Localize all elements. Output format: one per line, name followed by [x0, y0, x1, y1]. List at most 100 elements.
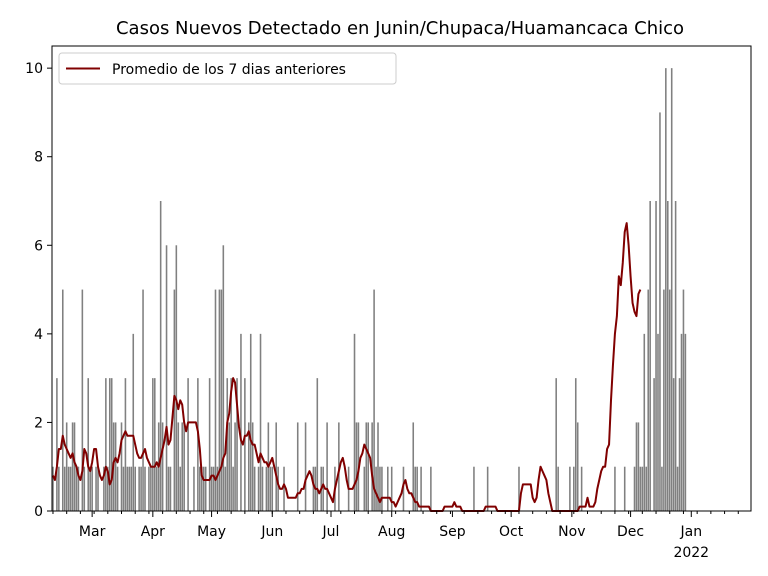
bar: [218, 289, 221, 511]
bar: [557, 466, 559, 511]
bar: [128, 466, 131, 511]
bar: [58, 466, 60, 511]
bar: [81, 289, 84, 511]
bar: [169, 466, 172, 511]
y-tick-label: 6: [34, 238, 43, 254]
bar: [91, 466, 93, 511]
bar: [201, 466, 203, 511]
bar: [643, 333, 646, 511]
y-tick-label: 2: [34, 415, 43, 431]
bar: [142, 289, 144, 511]
x-tick-label: Nov: [558, 524, 585, 540]
bar: [63, 466, 66, 511]
bar: [167, 466, 170, 511]
bar: [269, 466, 272, 511]
bar: [555, 378, 557, 511]
bar: [275, 422, 277, 511]
bar: [114, 422, 117, 511]
bar: [277, 466, 279, 511]
bar: [197, 378, 199, 511]
bar: [175, 245, 178, 512]
bar: [208, 378, 211, 511]
x-tick-label: Mar: [79, 524, 106, 540]
bar: [232, 466, 234, 511]
bar: [653, 378, 655, 511]
bar: [204, 466, 207, 511]
bar: [110, 378, 113, 511]
chart-title: Casos Nuevos Detectado en Junin/Chupaca/…: [116, 18, 684, 39]
bar: [154, 378, 156, 511]
bar: [122, 466, 125, 511]
bar: [672, 378, 675, 511]
bar: [645, 466, 648, 511]
bar: [271, 466, 274, 511]
bar: [161, 422, 164, 511]
bar: [165, 245, 168, 512]
line-layer: [52, 222, 642, 512]
bar: [65, 422, 68, 511]
bar: [120, 422, 123, 511]
bar: [87, 378, 90, 511]
bar: [210, 466, 213, 511]
bar: [473, 466, 475, 511]
x-tick-label: Jan: [679, 524, 702, 540]
bar: [56, 378, 58, 511]
bar: [71, 422, 74, 511]
bar: [573, 466, 575, 511]
bar: [108, 378, 111, 511]
bar: [130, 466, 133, 511]
bar: [247, 422, 250, 511]
bar: [261, 466, 264, 511]
bar: [259, 333, 262, 511]
bar: [224, 466, 227, 511]
bar: [193, 466, 195, 511]
bar: [132, 333, 135, 511]
series-line-7-day-average: [52, 222, 642, 512]
bar: [150, 466, 152, 511]
bar: [387, 466, 389, 511]
bar: [249, 333, 252, 511]
bar: [655, 201, 657, 511]
bar: [179, 466, 182, 511]
bar: [97, 466, 99, 511]
bar: [623, 466, 626, 511]
bar: [647, 289, 649, 511]
bar: [304, 422, 307, 511]
bar: [77, 466, 80, 511]
bar: [684, 333, 687, 511]
bar: [95, 466, 97, 511]
bar: [126, 466, 129, 511]
bar: [580, 466, 583, 511]
bar: [639, 466, 642, 511]
bar: [230, 378, 232, 511]
bar: [52, 466, 54, 511]
bar: [216, 466, 219, 511]
bar: [355, 422, 358, 511]
bar: [674, 201, 677, 511]
bar: [326, 422, 328, 511]
bar: [177, 422, 180, 511]
y-tick-label: 0: [34, 504, 43, 520]
bar: [375, 466, 377, 511]
x-tick-label: Dec: [617, 524, 644, 540]
legend: Promedio de los 7 dias anteriores: [58, 52, 397, 85]
bar: [367, 422, 369, 511]
bar: [682, 289, 685, 511]
x-tick-label: Sep: [439, 524, 466, 540]
bar: [61, 289, 64, 511]
bar: [228, 422, 230, 511]
bar: [89, 466, 91, 511]
bar: [316, 378, 319, 511]
bar: [67, 466, 70, 511]
bar: [661, 466, 663, 511]
bar: [222, 245, 225, 512]
bar: [663, 289, 665, 511]
bar: [283, 466, 285, 511]
bar: [183, 422, 185, 511]
bar: [381, 466, 383, 511]
bar: [244, 378, 246, 511]
bar: [75, 466, 78, 511]
x-tick-label: Aug: [378, 524, 405, 540]
bar: [377, 422, 379, 511]
